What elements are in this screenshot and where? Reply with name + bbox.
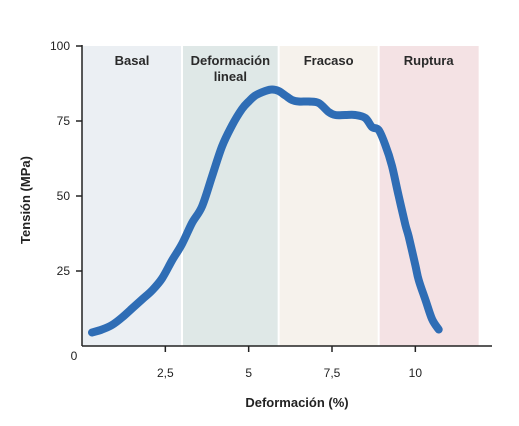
x-tick-label: 2,5 (157, 366, 174, 380)
x-tick-label: 10 (409, 366, 423, 380)
region-band (82, 46, 182, 346)
series-layer (88, 85, 443, 337)
region-label: lineal (214, 69, 247, 84)
y-tick-label: 75 (57, 114, 71, 128)
y-tick-label: 50 (57, 189, 71, 203)
region-label: Basal (115, 53, 150, 68)
region-label: Deformación (191, 53, 271, 68)
x-tick-label: 5 (245, 366, 252, 380)
region-label: Fracaso (304, 53, 354, 68)
y-tick-label: 100 (50, 39, 70, 53)
x-axis-title: Deformación (%) (245, 395, 348, 410)
y-axis-title: Tensión (MPa) (18, 156, 33, 244)
axis-ticks: 25 50 75 100 2,5 5 7,5 10 (50, 39, 422, 380)
region-label: Ruptura (404, 53, 455, 68)
x-tick-label: 7,5 (324, 366, 341, 380)
y-tick-label: 25 (57, 264, 71, 278)
origin-label: 0 (71, 349, 78, 363)
region-band (278, 46, 379, 346)
series-line (88, 85, 443, 337)
